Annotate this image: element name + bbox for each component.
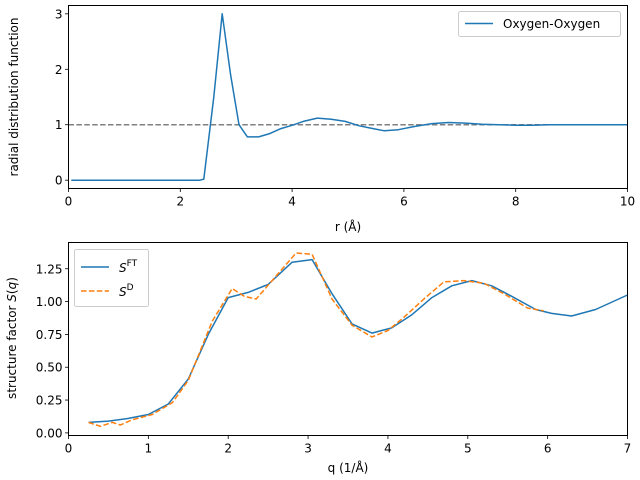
sq-y-tick-label: 0.00: [36, 426, 63, 440]
rdf-x-axis-label: r (Å): [335, 219, 361, 234]
rdf-x-tick-label: 6: [400, 195, 408, 209]
rdf-y-tick-label: 2: [55, 63, 63, 77]
sq-y-axis-label: structure factor S(q): [5, 277, 19, 399]
sq-y-tick-label: 1.00: [36, 295, 63, 309]
rdf-axes-frame: [68, 5, 628, 189]
sq-x-axis-label: q (1/Å): [328, 460, 369, 475]
rdf-y-tick-label: 3: [55, 7, 63, 21]
sq-y-tick-label: 0.50: [36, 361, 63, 375]
sq-legend: SFT SD: [74, 249, 149, 307]
sq-axes: 0 1 2 3 4 5 6 7 0.00 0.25 0.50 0.75 1.00 1.25 q (1/Å…: [5, 242, 632, 475]
rdf-legend: Oxygen-Oxygen: [458, 11, 621, 37]
sq-y-tick-label: 0.75: [36, 328, 63, 342]
sq-legend-label-sd: SD: [119, 283, 134, 299]
sq-series-line-1: [88, 258, 628, 424]
sq-x-tick-label: 1: [145, 442, 153, 456]
rdf-legend-box: [458, 11, 621, 37]
sq-y-ticks: 0.00 0.25 0.50 0.75 1.00 1.25: [36, 262, 69, 440]
rdf-series-line-1: [71, 13, 628, 181]
rdf-x-tick-label: 8: [512, 195, 520, 209]
sq-x-tick-label: 2: [224, 442, 232, 456]
sq-y-tick-label: 0.25: [36, 394, 63, 408]
rdf-plot-area: [68, 13, 628, 181]
rdf-y-axis-label: radial distribution function: [7, 18, 21, 177]
sq-x-tick-label: 3: [304, 442, 312, 456]
sq-plot-area: [88, 252, 628, 428]
sq-y-tick-label: 1.25: [36, 262, 63, 276]
sq-x-tick-label: 7: [624, 442, 632, 456]
rdf-y-tick-label: 1: [55, 118, 63, 132]
sq-legend-box: [74, 249, 149, 307]
rdf-x-tick-label: 0: [65, 195, 73, 209]
rdf-x-tick-label: 4: [288, 195, 296, 209]
rdf-x-tick-label: 10: [620, 195, 635, 209]
sq-x-tick-label: 0: [65, 442, 73, 456]
rdf-legend-label-oxygen-oxygen: Oxygen-Oxygen: [503, 17, 600, 31]
rdf-y-tick-label: 0: [55, 174, 63, 188]
sq-x-tick-label: 5: [464, 442, 472, 456]
sq-x-tick-label: 6: [544, 442, 552, 456]
sq-legend-label-sft: SFT: [119, 259, 138, 275]
sq-x-tick-label: 4: [384, 442, 392, 456]
sq-axes-frame: [68, 242, 628, 436]
rdf-axes: 0 2 4 6 8 10 0 1 2 3 r (Å) radial distribution f…: [7, 5, 635, 234]
rdf-x-tick-label: 2: [176, 195, 184, 209]
sq-x-ticks: 0 1 2 3 4 5 6 7: [65, 435, 632, 456]
sq-series-line-2: [88, 252, 544, 428]
rdf-y-ticks: 0 1 2 3: [55, 7, 69, 188]
rdf-x-ticks: 0 2 4 6 8 10: [65, 188, 635, 209]
